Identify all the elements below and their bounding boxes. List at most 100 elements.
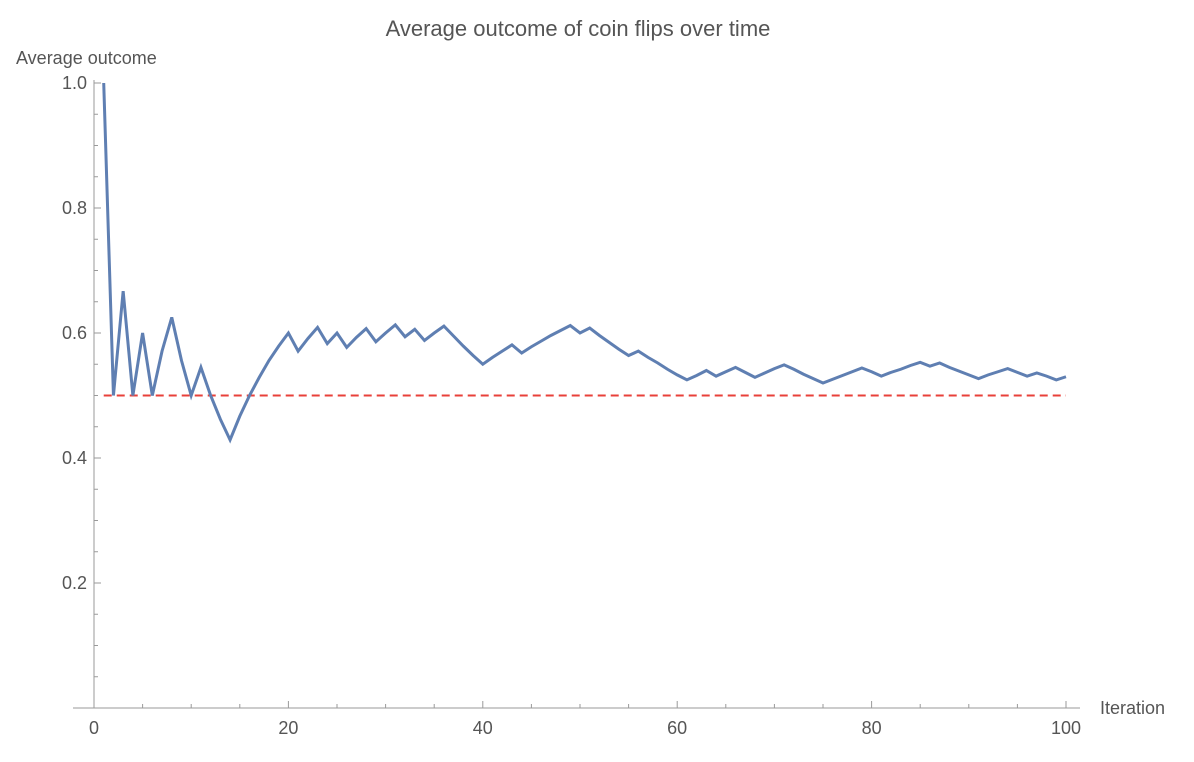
y-tick-label: 0.8: [62, 198, 87, 218]
data-point: [238, 415, 241, 418]
data-point: [462, 345, 465, 348]
data-point: [520, 352, 523, 355]
x-tick-label: 0: [89, 718, 99, 738]
x-tick-label: 60: [667, 718, 687, 738]
data-point: [540, 340, 543, 343]
data-point: [511, 343, 514, 346]
data-point: [763, 372, 766, 375]
data-point: [1006, 367, 1009, 370]
data-point: [491, 356, 494, 359]
data-point: [686, 378, 689, 381]
data-point: [209, 394, 212, 397]
data-point: [374, 340, 377, 343]
data-point: [161, 350, 164, 353]
data-point: [890, 371, 893, 374]
data-point: [705, 369, 708, 372]
data-point: [404, 335, 407, 338]
data-point: [647, 356, 650, 359]
x-tick-label: 100: [1051, 718, 1081, 738]
data-point: [1016, 371, 1019, 374]
data-point: [987, 373, 990, 376]
data-point: [229, 438, 232, 441]
data-point: [287, 332, 290, 335]
data-point: [151, 394, 154, 397]
data-point: [899, 368, 902, 371]
data-point: [860, 367, 863, 370]
y-axis-label: Average outcome: [16, 48, 157, 68]
data-point: [909, 364, 912, 367]
axes: [73, 80, 1080, 709]
data-point: [812, 377, 815, 380]
data-point: [345, 346, 348, 349]
data-point: [734, 366, 737, 369]
data-point: [880, 375, 883, 378]
data-point: [967, 373, 970, 376]
data-point: [617, 348, 620, 351]
data-point: [783, 363, 786, 366]
data-point: [141, 332, 144, 335]
data-point: [676, 373, 679, 376]
y-tick-label: 0.4: [62, 448, 87, 468]
data-point: [1035, 372, 1038, 375]
data-point: [297, 350, 300, 353]
data-point: [977, 377, 980, 380]
data-point: [1055, 378, 1058, 381]
data-point: [384, 332, 387, 335]
data-point: [997, 370, 1000, 373]
data-point: [131, 394, 134, 397]
data-point: [695, 374, 698, 377]
data-point: [122, 290, 125, 293]
data-point: [1065, 375, 1068, 378]
data-point: [336, 332, 339, 335]
data-point: [666, 368, 669, 371]
data-point: [481, 363, 484, 366]
data-point: [190, 394, 193, 397]
data-point: [656, 362, 659, 365]
y-tick-label: 0.6: [62, 323, 87, 343]
data-point: [831, 378, 834, 381]
x-tick-label: 20: [278, 718, 298, 738]
data-point: [394, 323, 397, 326]
data-point: [841, 374, 844, 377]
data-point: [559, 329, 562, 332]
data-point: [851, 370, 854, 373]
data-point: [326, 342, 329, 345]
series-group: [102, 82, 1068, 444]
data-point: [1026, 375, 1029, 378]
data-point: [792, 368, 795, 371]
data-point: [452, 335, 455, 338]
data-point: [773, 367, 776, 370]
x-tick-label: 80: [862, 718, 882, 738]
y-tick-label: 1.0: [62, 73, 87, 93]
data-point: [637, 350, 640, 353]
data-point: [112, 394, 115, 397]
data-point: [413, 328, 416, 331]
data-point: [355, 336, 358, 339]
x-axis-label: Iteration: [1100, 698, 1165, 718]
data-point: [433, 332, 436, 335]
data-point: [258, 376, 261, 379]
data-point: [180, 359, 183, 362]
data-point: [715, 375, 718, 378]
data-point: [306, 337, 309, 340]
chart-title: Average outcome of coin flips over time: [386, 16, 771, 41]
data-point: [919, 361, 922, 364]
data-point: [608, 341, 611, 344]
data-point: [501, 350, 504, 353]
data-point: [744, 371, 747, 374]
data-point: [443, 325, 446, 328]
data-point: [268, 359, 271, 362]
data-point: [569, 324, 572, 327]
data-point: [958, 370, 961, 373]
data-point: [277, 345, 280, 348]
y-tick-label: 0.2: [62, 573, 87, 593]
data-point: [938, 362, 941, 365]
data-point: [588, 327, 591, 330]
data-point: [423, 339, 426, 342]
data-point: [802, 373, 805, 376]
data-point: [219, 418, 222, 421]
data-point: [754, 376, 757, 379]
data-point: [598, 334, 601, 337]
data-point: [472, 354, 475, 357]
